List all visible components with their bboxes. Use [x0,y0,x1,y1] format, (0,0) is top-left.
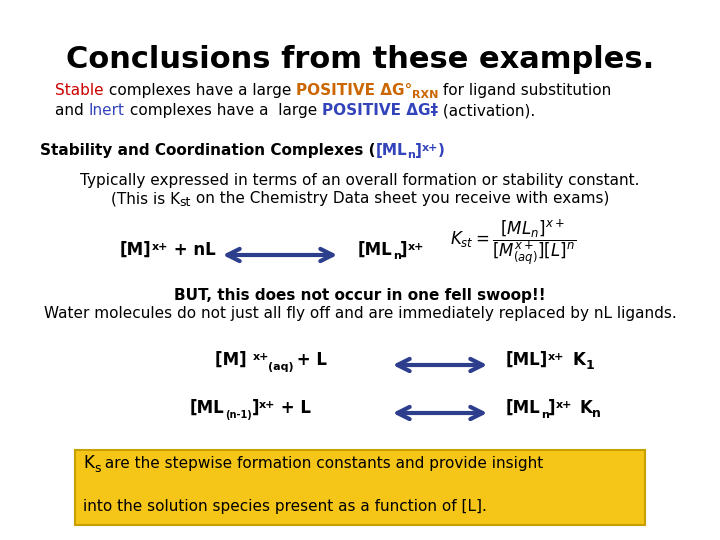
Text: Stability and Coordination Complexes (: Stability and Coordination Complexes ( [40,143,376,158]
Text: st: st [180,196,191,209]
Text: (n-1): (n-1) [225,410,251,420]
Text: ]: ] [548,399,555,417]
Text: K: K [572,351,585,369]
Text: K: K [83,454,94,472]
Text: [M]: [M] [120,241,152,259]
Text: x+: x+ [555,400,572,410]
Text: [ML: [ML [506,399,541,417]
Text: into the solution species present as a function of [L].: into the solution species present as a f… [83,499,487,514]
Text: x+: x+ [408,242,424,252]
Text: (activation).: (activation). [438,103,535,118]
Text: are the stepwise formation constants and provide insight: are the stepwise formation constants and… [100,456,544,471]
Text: Inert: Inert [89,103,125,118]
Text: x+: x+ [422,143,438,153]
Text: ]: ] [415,143,422,158]
Text: [ML: [ML [190,399,225,417]
Text: complexes have a  large: complexes have a large [125,103,322,118]
Text: RXN: RXN [412,90,438,100]
Text: complexes have a large: complexes have a large [104,83,296,98]
Text: ]: ] [251,399,259,417]
Text: [M]: [M] [215,351,253,369]
Text: and: and [55,103,89,118]
Text: 1: 1 [585,359,594,372]
Text: x+: x+ [259,400,275,410]
Text: (aq): (aq) [269,362,294,372]
Text: n: n [593,407,601,420]
Text: s: s [94,462,100,475]
Text: POSITIVE ΔG‡: POSITIVE ΔG‡ [322,103,438,118]
Text: $K_{st} = \dfrac{[ML_n]^{x+}}{[M^{x+}_{(aq)}][L]^n}$: $K_{st} = \dfrac{[ML_n]^{x+}}{[M^{x+}_{(… [450,217,576,268]
Text: Stable: Stable [55,83,104,98]
Text: x+: x+ [152,242,168,252]
Text: x+: x+ [548,352,564,362]
Text: POSITIVE ΔG°: POSITIVE ΔG° [296,83,412,98]
Text: [ML]: [ML] [506,351,548,369]
Text: + nL: + nL [168,241,215,259]
Text: on the Chemistry Data sheet you receive with exams): on the Chemistry Data sheet you receive … [191,191,609,206]
Text: n: n [541,410,549,420]
FancyBboxPatch shape [75,450,645,525]
Text: + L: + L [291,351,327,369]
Text: x+: x+ [253,352,269,362]
Text: Typically expressed in terms of an overall formation or stability constant.: Typically expressed in terms of an overa… [80,173,640,188]
Text: n: n [407,150,415,160]
Text: (This is K: (This is K [111,191,180,206]
Text: K: K [580,399,593,417]
Text: n: n [392,251,400,261]
Text: Water molecules do not just all fly off and are immediately replaced by nL ligan: Water molecules do not just all fly off … [44,306,676,321]
Text: for ligand substitution: for ligand substitution [438,83,612,98]
Text: ): ) [438,143,445,158]
Text: Conclusions from these examples.: Conclusions from these examples. [66,45,654,74]
Text: [ML: [ML [376,143,407,158]
Text: + L: + L [275,399,311,417]
Text: BUT, this does not occur in one fell swoop!!: BUT, this does not occur in one fell swo… [174,288,546,303]
Text: ]: ] [400,241,408,259]
Text: [ML: [ML [358,241,392,259]
